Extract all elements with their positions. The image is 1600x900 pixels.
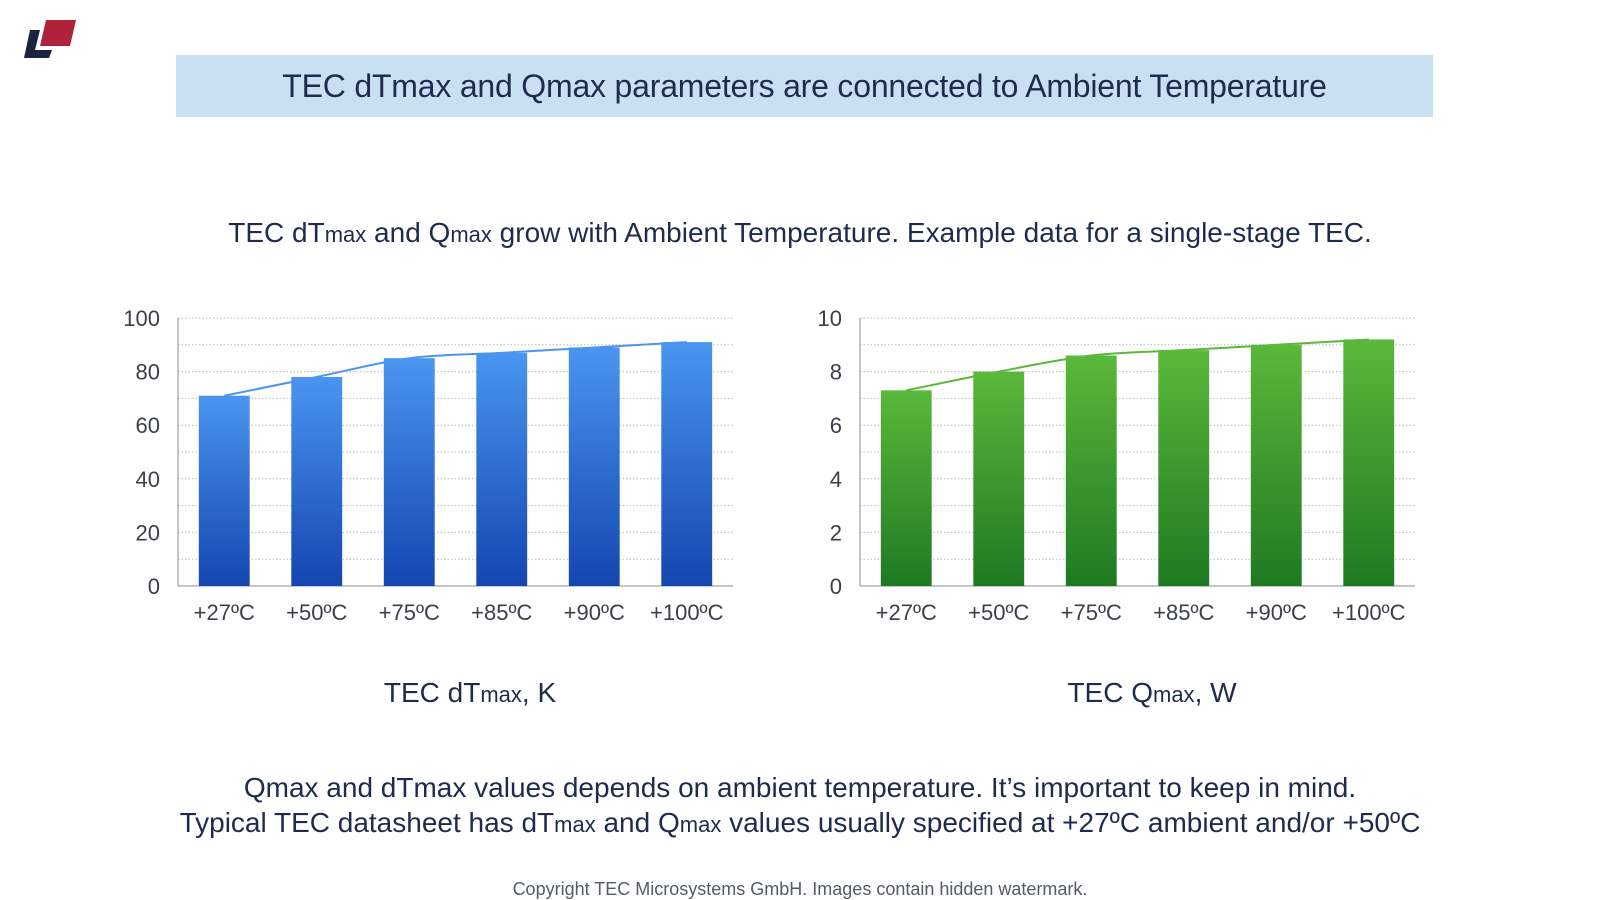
- note2-part2: and Q: [595, 807, 680, 838]
- note2-sub1: max: [554, 812, 596, 837]
- dtmax-bar-chart: 0 20 40 60 80 100 +27ºC +50ºC +75ºC +85ºC +90ºC +10…: [123, 306, 733, 625]
- bar: [880, 390, 932, 586]
- y-tick-label: 20: [136, 520, 160, 545]
- x-tick-label: +100ºC: [650, 600, 724, 625]
- y-tick-label: 8: [830, 360, 842, 385]
- x-tick-label: +50ºC: [968, 600, 1029, 625]
- page-title: TEC dTmax and Qmax parameters are connec…: [282, 67, 1327, 104]
- x-tick-label: +27ºC: [194, 600, 255, 625]
- x-tick-label: +90ºC: [564, 600, 625, 625]
- y-tick-label: 6: [830, 413, 842, 438]
- logo-dark-shape: [24, 30, 52, 58]
- qmax-caption-main: TEC Q: [1067, 677, 1153, 708]
- title-banner: TEC dTmax and Qmax parameters are connec…: [176, 55, 1433, 117]
- y-tick-label: 60: [136, 413, 160, 438]
- note2-part1: Typical TEC datasheet has dT: [179, 807, 555, 838]
- y-tick-label: 100: [123, 306, 160, 331]
- note2-sub2: max: [679, 812, 722, 837]
- y-tick-label: 40: [136, 467, 160, 492]
- y-tick-label: 80: [136, 360, 160, 385]
- subtitle-part2: and Q: [366, 217, 451, 248]
- dtmax-chart-caption: TEC dTmax, K: [270, 677, 670, 709]
- trend-line: [224, 341, 687, 397]
- company-logo: [24, 20, 76, 58]
- subtitle-part1: TEC dT: [228, 217, 325, 248]
- bar: [383, 358, 435, 586]
- qmax-chart-caption: TEC Qmax, W: [952, 677, 1352, 709]
- dtmax-caption-sub: max: [480, 682, 522, 707]
- subtitle-sub1: max: [324, 222, 367, 247]
- x-tick-label: +27ºC: [876, 600, 937, 625]
- logo-red-shape: [40, 20, 76, 46]
- bar: [1065, 355, 1117, 586]
- qmax-caption-tail: , W: [1194, 677, 1237, 708]
- bar: [1158, 350, 1210, 586]
- y-tick-label: 0: [830, 574, 842, 599]
- subtitle-part3: grow with Ambient Temperature. Example d…: [491, 217, 1372, 248]
- bar: [973, 371, 1025, 586]
- note2-part3: values usually specified at +27ºC ambien…: [721, 807, 1421, 838]
- note-line-2: Typical TEC datasheet has dTmax and Qmax…: [0, 807, 1600, 839]
- y-tick-label: 2: [830, 520, 842, 545]
- x-tick-label: +75ºC: [379, 600, 440, 625]
- bar: [1343, 339, 1395, 586]
- bar: [476, 352, 528, 586]
- note-line-1: Qmax and dTmax values depends on ambient…: [243, 772, 1357, 803]
- trend-line: [906, 338, 1369, 392]
- subtitle-sub2: max: [450, 222, 492, 247]
- qmax-bar-chart: 0 2 4 6 8 10 +27ºC +50ºC +75ºC +85ºC +90ºC +100ºC: [818, 306, 1415, 625]
- chart-subtitle: TEC dTmax and Qmax grow with Ambient Tem…: [0, 217, 1600, 249]
- x-tick-label: +85ºC: [1153, 600, 1214, 625]
- y-tick-label: 0: [148, 574, 160, 599]
- x-tick-label: +50ºC: [286, 600, 347, 625]
- x-tick-label: +90ºC: [1246, 600, 1307, 625]
- bar: [661, 342, 713, 586]
- qmax-caption-sub: max: [1153, 682, 1195, 707]
- y-tick-label: 4: [830, 467, 842, 492]
- copyright-notice: Copyright TEC Microsystems GmbH. Images …: [512, 879, 1088, 899]
- x-tick-label: +100ºC: [1332, 600, 1406, 625]
- bar: [568, 347, 620, 586]
- dtmax-caption-main: TEC dT: [383, 677, 481, 708]
- y-tick-label: 10: [818, 306, 842, 331]
- bar: [291, 376, 343, 586]
- bar: [198, 395, 250, 586]
- dtmax-caption-tail: , K: [521, 677, 557, 708]
- x-tick-label: +85ºC: [471, 600, 532, 625]
- bar: [1250, 344, 1302, 586]
- x-tick-label: +75ºC: [1061, 600, 1122, 625]
